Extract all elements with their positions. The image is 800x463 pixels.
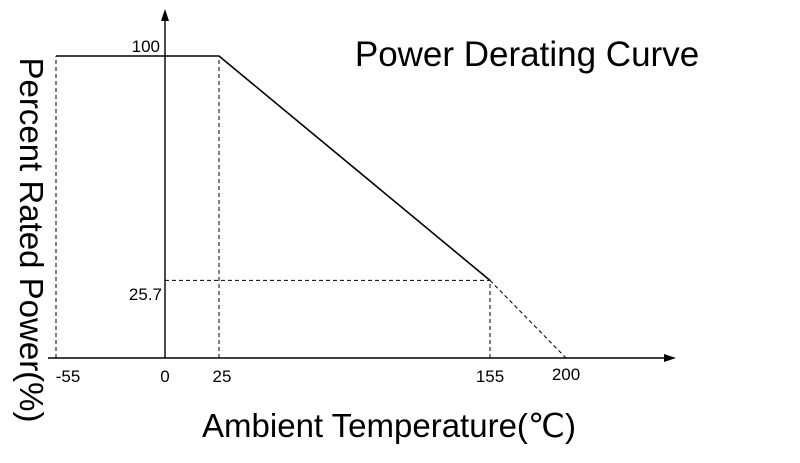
derating-curve [56,55,491,282]
x-tick-label: 0 [160,367,169,386]
x-tick-label: 25 [213,367,232,386]
y-tick-label: 25.7 [129,285,162,304]
derating-extension-line [489,280,567,359]
y-axis-arrow [161,9,169,21]
series-group [56,55,567,359]
y-tick-label: 100 [132,37,160,56]
chart-title: Power Derating Curve [355,35,699,74]
x-tick-label: -55 [56,367,81,386]
y-axis-label: Percent Rated Power(%) [13,58,50,423]
guide-lines [55,56,491,358]
x-tick-label: 200 [552,365,580,384]
x-axis-arrow [664,354,676,362]
x-tick-label: 155 [476,367,504,386]
x-axis-label: Ambient Temperature(℃) [202,407,576,444]
